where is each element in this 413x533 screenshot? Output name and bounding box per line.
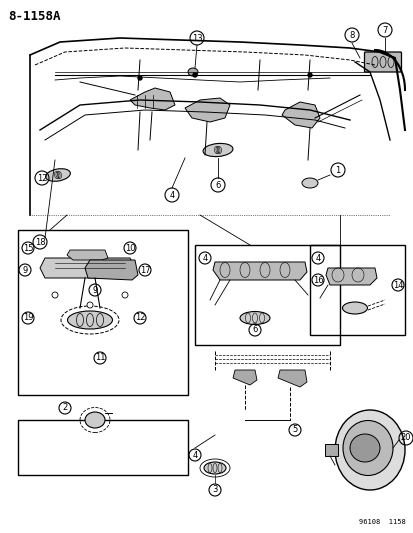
Text: 20: 20 [400, 433, 410, 442]
Text: 96108  1158: 96108 1158 [358, 519, 405, 525]
Ellipse shape [85, 412, 105, 428]
Text: 12: 12 [134, 313, 145, 322]
Bar [18, 230, 188, 395]
Polygon shape [233, 370, 256, 385]
Ellipse shape [188, 68, 197, 76]
Text: 5: 5 [292, 425, 297, 434]
Circle shape [122, 292, 128, 298]
Ellipse shape [240, 311, 269, 325]
Text: 11: 11 [95, 353, 105, 362]
Polygon shape [324, 444, 337, 456]
Polygon shape [40, 258, 135, 278]
Polygon shape [212, 262, 306, 280]
Ellipse shape [204, 462, 225, 474]
Text: 17: 17 [139, 265, 150, 274]
Text: 6: 6 [215, 181, 220, 190]
Circle shape [52, 292, 58, 298]
Text: 19: 19 [23, 313, 33, 322]
Bar [195, 245, 339, 345]
Text: 4: 4 [202, 254, 207, 262]
Text: 7: 7 [381, 26, 387, 35]
Text: 16: 16 [312, 276, 323, 285]
Polygon shape [185, 98, 230, 122]
Text: 4: 4 [192, 450, 197, 459]
Text: 9: 9 [22, 265, 28, 274]
Polygon shape [281, 102, 319, 128]
Polygon shape [325, 268, 376, 285]
Circle shape [192, 73, 197, 77]
Polygon shape [130, 88, 175, 110]
Ellipse shape [67, 311, 112, 329]
Text: 15: 15 [23, 244, 33, 253]
Text: 6: 6 [252, 326, 257, 335]
Text: 2: 2 [62, 403, 67, 413]
Text: 9: 9 [92, 286, 97, 295]
Text: 4: 4 [169, 190, 174, 199]
Circle shape [307, 73, 311, 77]
Text: 13: 13 [191, 34, 202, 43]
Ellipse shape [342, 421, 392, 475]
Circle shape [138, 76, 142, 80]
Polygon shape [85, 260, 138, 280]
Text: 18: 18 [35, 238, 45, 246]
Text: 4: 4 [315, 254, 320, 262]
FancyBboxPatch shape [363, 52, 401, 72]
Text: 8-1158A: 8-1158A [8, 10, 60, 23]
Text: 1: 1 [335, 166, 340, 174]
Ellipse shape [45, 169, 70, 181]
Ellipse shape [334, 410, 404, 490]
Text: 14: 14 [392, 280, 402, 289]
Ellipse shape [301, 178, 317, 188]
Ellipse shape [349, 434, 379, 462]
Polygon shape [67, 250, 108, 260]
Ellipse shape [202, 143, 233, 157]
Bar [309, 245, 404, 335]
Text: 3: 3 [212, 486, 217, 495]
Text: 8: 8 [349, 30, 354, 39]
Circle shape [87, 302, 93, 308]
Ellipse shape [342, 302, 367, 314]
Polygon shape [277, 370, 306, 387]
Bar [18, 420, 188, 475]
Text: 10: 10 [124, 244, 135, 253]
Text: 12: 12 [37, 174, 47, 182]
